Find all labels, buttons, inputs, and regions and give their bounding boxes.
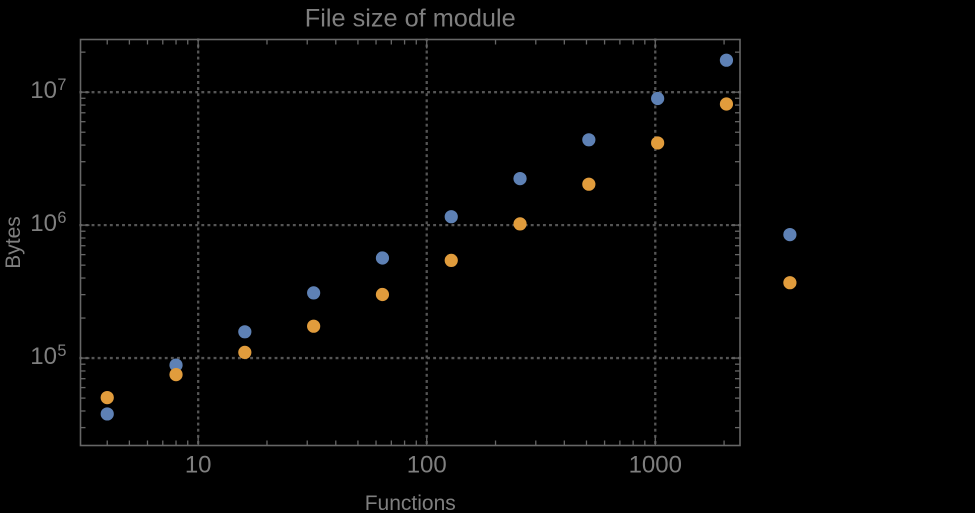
svg-text:Functions: Functions [365,492,456,513]
svg-text:100: 100 [407,452,447,479]
svg-text:10: 10 [185,452,212,479]
svg-text:File size of module: File size of module [305,5,516,33]
svg-text:Bytes: Bytes [2,216,25,269]
svg-text:1000: 1000 [629,452,682,479]
